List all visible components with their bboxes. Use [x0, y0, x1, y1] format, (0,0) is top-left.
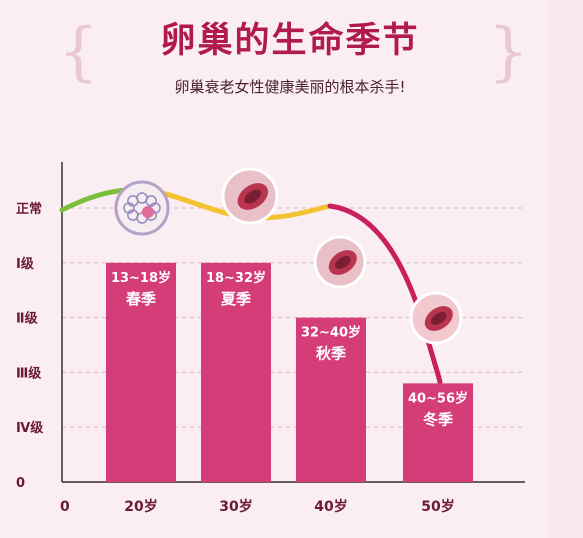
ovary-core-mark: [244, 189, 262, 204]
bar-season-label: 夏季: [220, 290, 251, 308]
illustrations: [114, 167, 463, 345]
y-tick-label: Ⅳ级: [16, 420, 44, 436]
x-tick-label: 30岁: [219, 498, 252, 515]
left-brace-decoration: {: [58, 15, 99, 89]
ovary-core-mark: [335, 256, 351, 269]
x-tick-label: 40岁: [314, 498, 347, 515]
bar: [296, 317, 366, 482]
bar-age-range-label: 18~32岁: [206, 270, 266, 286]
ovary-aging-icon: [313, 235, 367, 289]
y-tick-label: Ⅰ级: [16, 256, 35, 272]
follicle-mark: [142, 206, 154, 218]
bars: [106, 262, 473, 482]
x-tick-label: 20岁: [124, 498, 157, 515]
y-tick-label: Ⅱ级: [16, 311, 39, 327]
ovary-follicles-icon: [114, 180, 170, 236]
ovary-cross-section-icon: [221, 167, 279, 225]
y-tick-label: 正常: [16, 201, 42, 217]
x-origin-label: 0: [60, 499, 70, 515]
bar-age-range-label: 13~18岁: [111, 270, 171, 286]
ovary-core-mark: [431, 312, 447, 325]
right-brace-decoration: }: [488, 15, 529, 89]
bar-season-label: 春季: [126, 290, 156, 308]
bar: [403, 383, 473, 482]
bar: [106, 262, 176, 482]
bar-season-label: 秋季: [316, 345, 346, 363]
icon-disc: [114, 180, 170, 236]
chart-title: 卵巢的生命季节: [160, 20, 420, 61]
bar-season-label: 冬季: [423, 410, 453, 428]
ovary-atrophy-icon: [409, 291, 463, 345]
y-tick-label: Ⅲ级: [16, 365, 42, 381]
bar: [201, 262, 271, 482]
y-tick-label: 0: [16, 476, 25, 491]
bar-age-range-label: 32~40岁: [301, 325, 361, 341]
follicle-mark: [145, 195, 157, 207]
x-tick-label: 50岁: [421, 498, 454, 515]
chart-subtitle: 卵巢衰老女性健康美丽的根本杀手!: [174, 78, 406, 96]
bar-age-range-label: 40~56岁: [408, 390, 468, 406]
